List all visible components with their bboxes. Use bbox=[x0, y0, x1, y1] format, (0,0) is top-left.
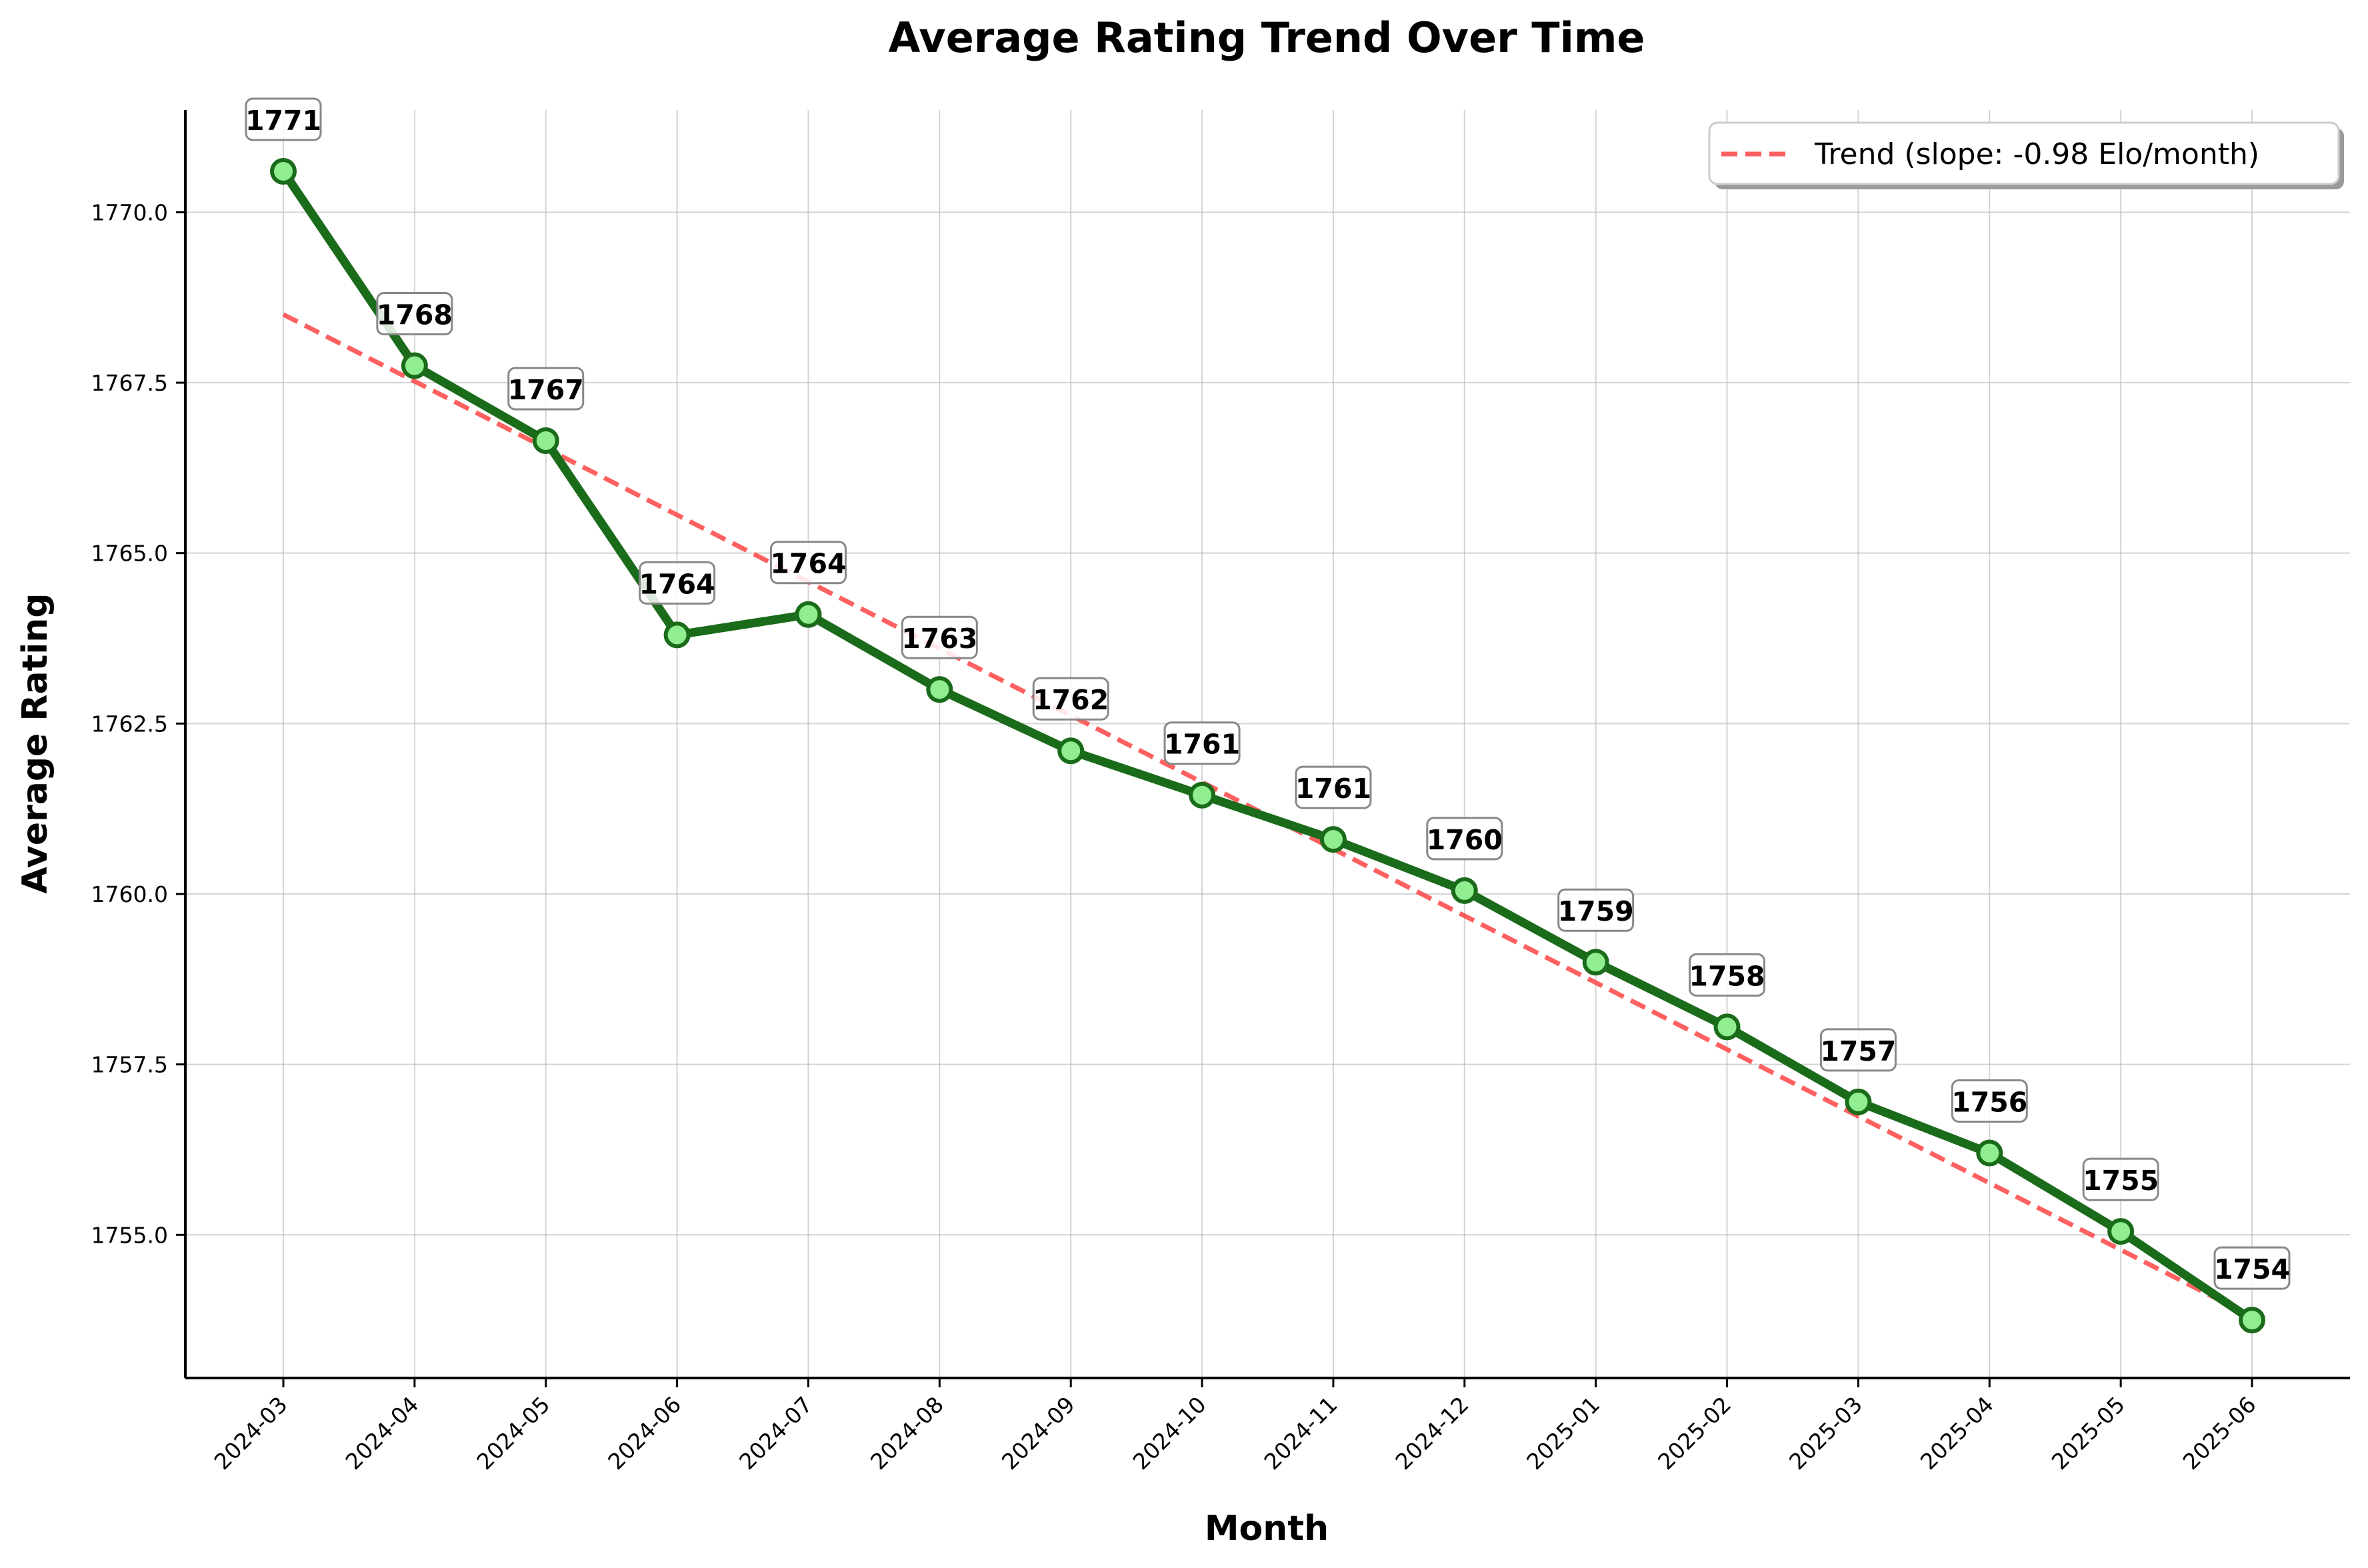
data-label-box bbox=[1951, 1079, 2028, 1123]
data-point bbox=[795, 601, 822, 628]
data-label: 1755 bbox=[2083, 1165, 2159, 1197]
data-label-box bbox=[1032, 677, 1109, 721]
data-point bbox=[1319, 826, 1347, 853]
data-point bbox=[1057, 737, 1085, 765]
data-label-box bbox=[245, 97, 322, 141]
x-tick-label: 2024-10 bbox=[1128, 1391, 1211, 1475]
x-tick-label: 2025-05 bbox=[2047, 1391, 2130, 1475]
x-axis-title: Month bbox=[1205, 1509, 1329, 1549]
x-tick-label: 2024-05 bbox=[471, 1391, 555, 1475]
data-label: 1761 bbox=[1164, 729, 1240, 761]
y-axis-title: Average Rating bbox=[15, 593, 55, 894]
y-tick-label: 1755.0 bbox=[91, 1222, 168, 1248]
data-point bbox=[926, 676, 953, 703]
x-tick-label: 2024-08 bbox=[865, 1391, 949, 1475]
chart-title: Average Rating Trend Over Time bbox=[889, 13, 1645, 62]
data-label-box bbox=[1819, 1028, 1897, 1072]
data-point bbox=[1189, 781, 1216, 809]
data-label-box bbox=[1557, 888, 1635, 932]
data-label: 1764 bbox=[770, 548, 846, 580]
data-label-box bbox=[1295, 765, 1372, 809]
legend-trend-label: Trend (slope: -0.98 Elo/month) bbox=[1814, 137, 2259, 171]
data-label-box bbox=[376, 291, 453, 335]
x-tick-label: 2025-04 bbox=[1915, 1391, 1999, 1475]
x-tick-label: 2024-04 bbox=[340, 1391, 423, 1475]
data-label: 1756 bbox=[1951, 1087, 2027, 1119]
data-label: 1760 bbox=[1427, 824, 1503, 856]
data-label-box bbox=[2213, 1246, 2291, 1290]
data-point bbox=[1713, 1013, 1741, 1041]
label-layer: 1771 1768 1767 1764 1764 1763 1762 1761 1761 1760… bbox=[245, 97, 2291, 1290]
data-point bbox=[1976, 1139, 2003, 1167]
data-label: 1767 bbox=[508, 374, 584, 406]
data-point bbox=[532, 427, 559, 454]
data-point bbox=[2239, 1307, 2265, 1334]
data-label: 1768 bbox=[377, 299, 453, 331]
data-label-box bbox=[1163, 721, 1241, 765]
x-tick-label: 2024-06 bbox=[603, 1391, 686, 1475]
y-tick-label: 1760.0 bbox=[91, 881, 168, 907]
data-label: 1762 bbox=[1033, 684, 1109, 716]
data-point bbox=[1451, 877, 1478, 904]
y-tick-label: 1762.5 bbox=[91, 711, 168, 737]
data-point bbox=[1845, 1088, 1872, 1115]
data-label: 1761 bbox=[1295, 773, 1371, 805]
series-layer bbox=[270, 158, 2265, 1334]
data-label-box bbox=[1689, 953, 1766, 997]
data-label: 1757 bbox=[1820, 1035, 1896, 1067]
data-label: 1758 bbox=[1689, 960, 1765, 992]
data-point bbox=[2107, 1218, 2135, 1245]
x-tick-label: 2025-03 bbox=[1784, 1391, 1867, 1475]
legend-box bbox=[1708, 121, 2340, 185]
data-point bbox=[1582, 949, 1609, 976]
data-label-box bbox=[639, 561, 716, 605]
data-label: 1771 bbox=[245, 105, 321, 137]
data-label-box bbox=[1426, 817, 1503, 861]
x-tick-label: 2025-06 bbox=[2178, 1391, 2261, 1475]
data-label-box bbox=[507, 367, 585, 411]
x-tick-label: 2025-01 bbox=[1521, 1391, 1605, 1475]
x-tick-label: 2024-11 bbox=[1259, 1391, 1343, 1475]
y-tick-label: 1765.0 bbox=[91, 541, 168, 567]
grid-layer bbox=[185, 110, 2350, 1378]
data-label-box bbox=[901, 615, 978, 659]
data-label: 1763 bbox=[901, 623, 977, 655]
data-label-box bbox=[769, 541, 847, 585]
data-point bbox=[663, 621, 691, 649]
data-label-box bbox=[2082, 1157, 2159, 1201]
legend: Trend (slope: -0.98 Elo/month) bbox=[1708, 121, 2344, 189]
x-tick-label: 2025-02 bbox=[1653, 1391, 1736, 1475]
series-line bbox=[279, 167, 2257, 1325]
data-label: 1754 bbox=[2214, 1253, 2290, 1285]
data-label: 1764 bbox=[639, 568, 715, 600]
data-point bbox=[401, 352, 428, 379]
x-tick-label: 2024-07 bbox=[734, 1391, 817, 1475]
y-tick-label: 1770.0 bbox=[91, 199, 168, 225]
data-point bbox=[270, 158, 297, 185]
y-tick-label: 1767.5 bbox=[91, 370, 168, 396]
x-tick-label: 2024-12 bbox=[1390, 1391, 1473, 1475]
x-tick-label: 2024-09 bbox=[997, 1391, 1080, 1475]
x-tick-label: 2024-03 bbox=[209, 1391, 293, 1475]
data-label: 1759 bbox=[1558, 895, 1634, 927]
y-tick-label: 1757.5 bbox=[91, 1052, 168, 1078]
